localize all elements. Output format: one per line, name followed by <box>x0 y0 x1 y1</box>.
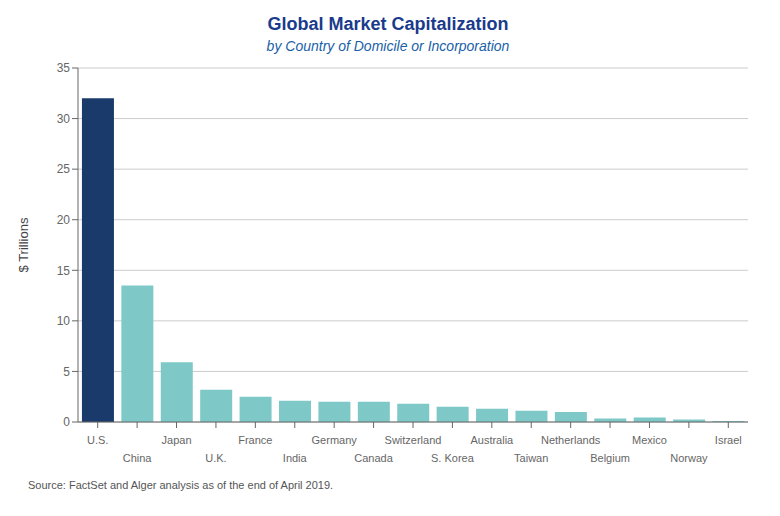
svg-text:Japan: Japan <box>162 434 192 446</box>
svg-text:Netherlands: Netherlands <box>541 434 601 446</box>
html-text:by Country of Domicile or Inco: by Country of Domicile or Incorporation <box>266 38 510 54</box>
svg-text:5: 5 <box>63 365 70 379</box>
svg-text:10: 10 <box>57 314 71 328</box>
svg-text:20: 20 <box>57 213 71 227</box>
svg-text:India: India <box>283 452 308 464</box>
svg-text:U.K.: U.K. <box>205 452 226 464</box>
svg-text:15: 15 <box>57 264 71 278</box>
svg-text:35: 35 <box>57 61 71 75</box>
svg-text:Canada: Canada <box>354 452 393 464</box>
svg-text:S. Korea: S. Korea <box>431 452 475 464</box>
svg-text:Israel: Israel <box>715 434 742 446</box>
svg-text:30: 30 <box>57 112 71 126</box>
svg-text:China: China <box>123 452 153 464</box>
svg-text:Australia: Australia <box>470 434 514 446</box>
svg-text:Switzerland: Switzerland <box>385 434 442 446</box>
svg-text:U.S.: U.S. <box>87 434 108 446</box>
svg-text:Mexico: Mexico <box>632 434 667 446</box>
svg-text:France: France <box>238 434 272 446</box>
html-text:Source: FactSet and Alger anal: Source: FactSet and Alger analysis as of… <box>28 479 334 491</box>
svg-text:25: 25 <box>57 162 71 176</box>
html-text:Global Market Capitalization: Global Market Capitalization <box>267 14 509 34</box>
svg-text:0: 0 <box>63 415 70 429</box>
svg-text:Belgium: Belgium <box>590 452 630 464</box>
svg-text:$ Trillions: $ Trillions <box>16 217 31 272</box>
svg-text:Norway: Norway <box>670 452 708 464</box>
svg-text:Germany: Germany <box>312 434 358 446</box>
svg-text:Taiwan: Taiwan <box>514 452 548 464</box>
